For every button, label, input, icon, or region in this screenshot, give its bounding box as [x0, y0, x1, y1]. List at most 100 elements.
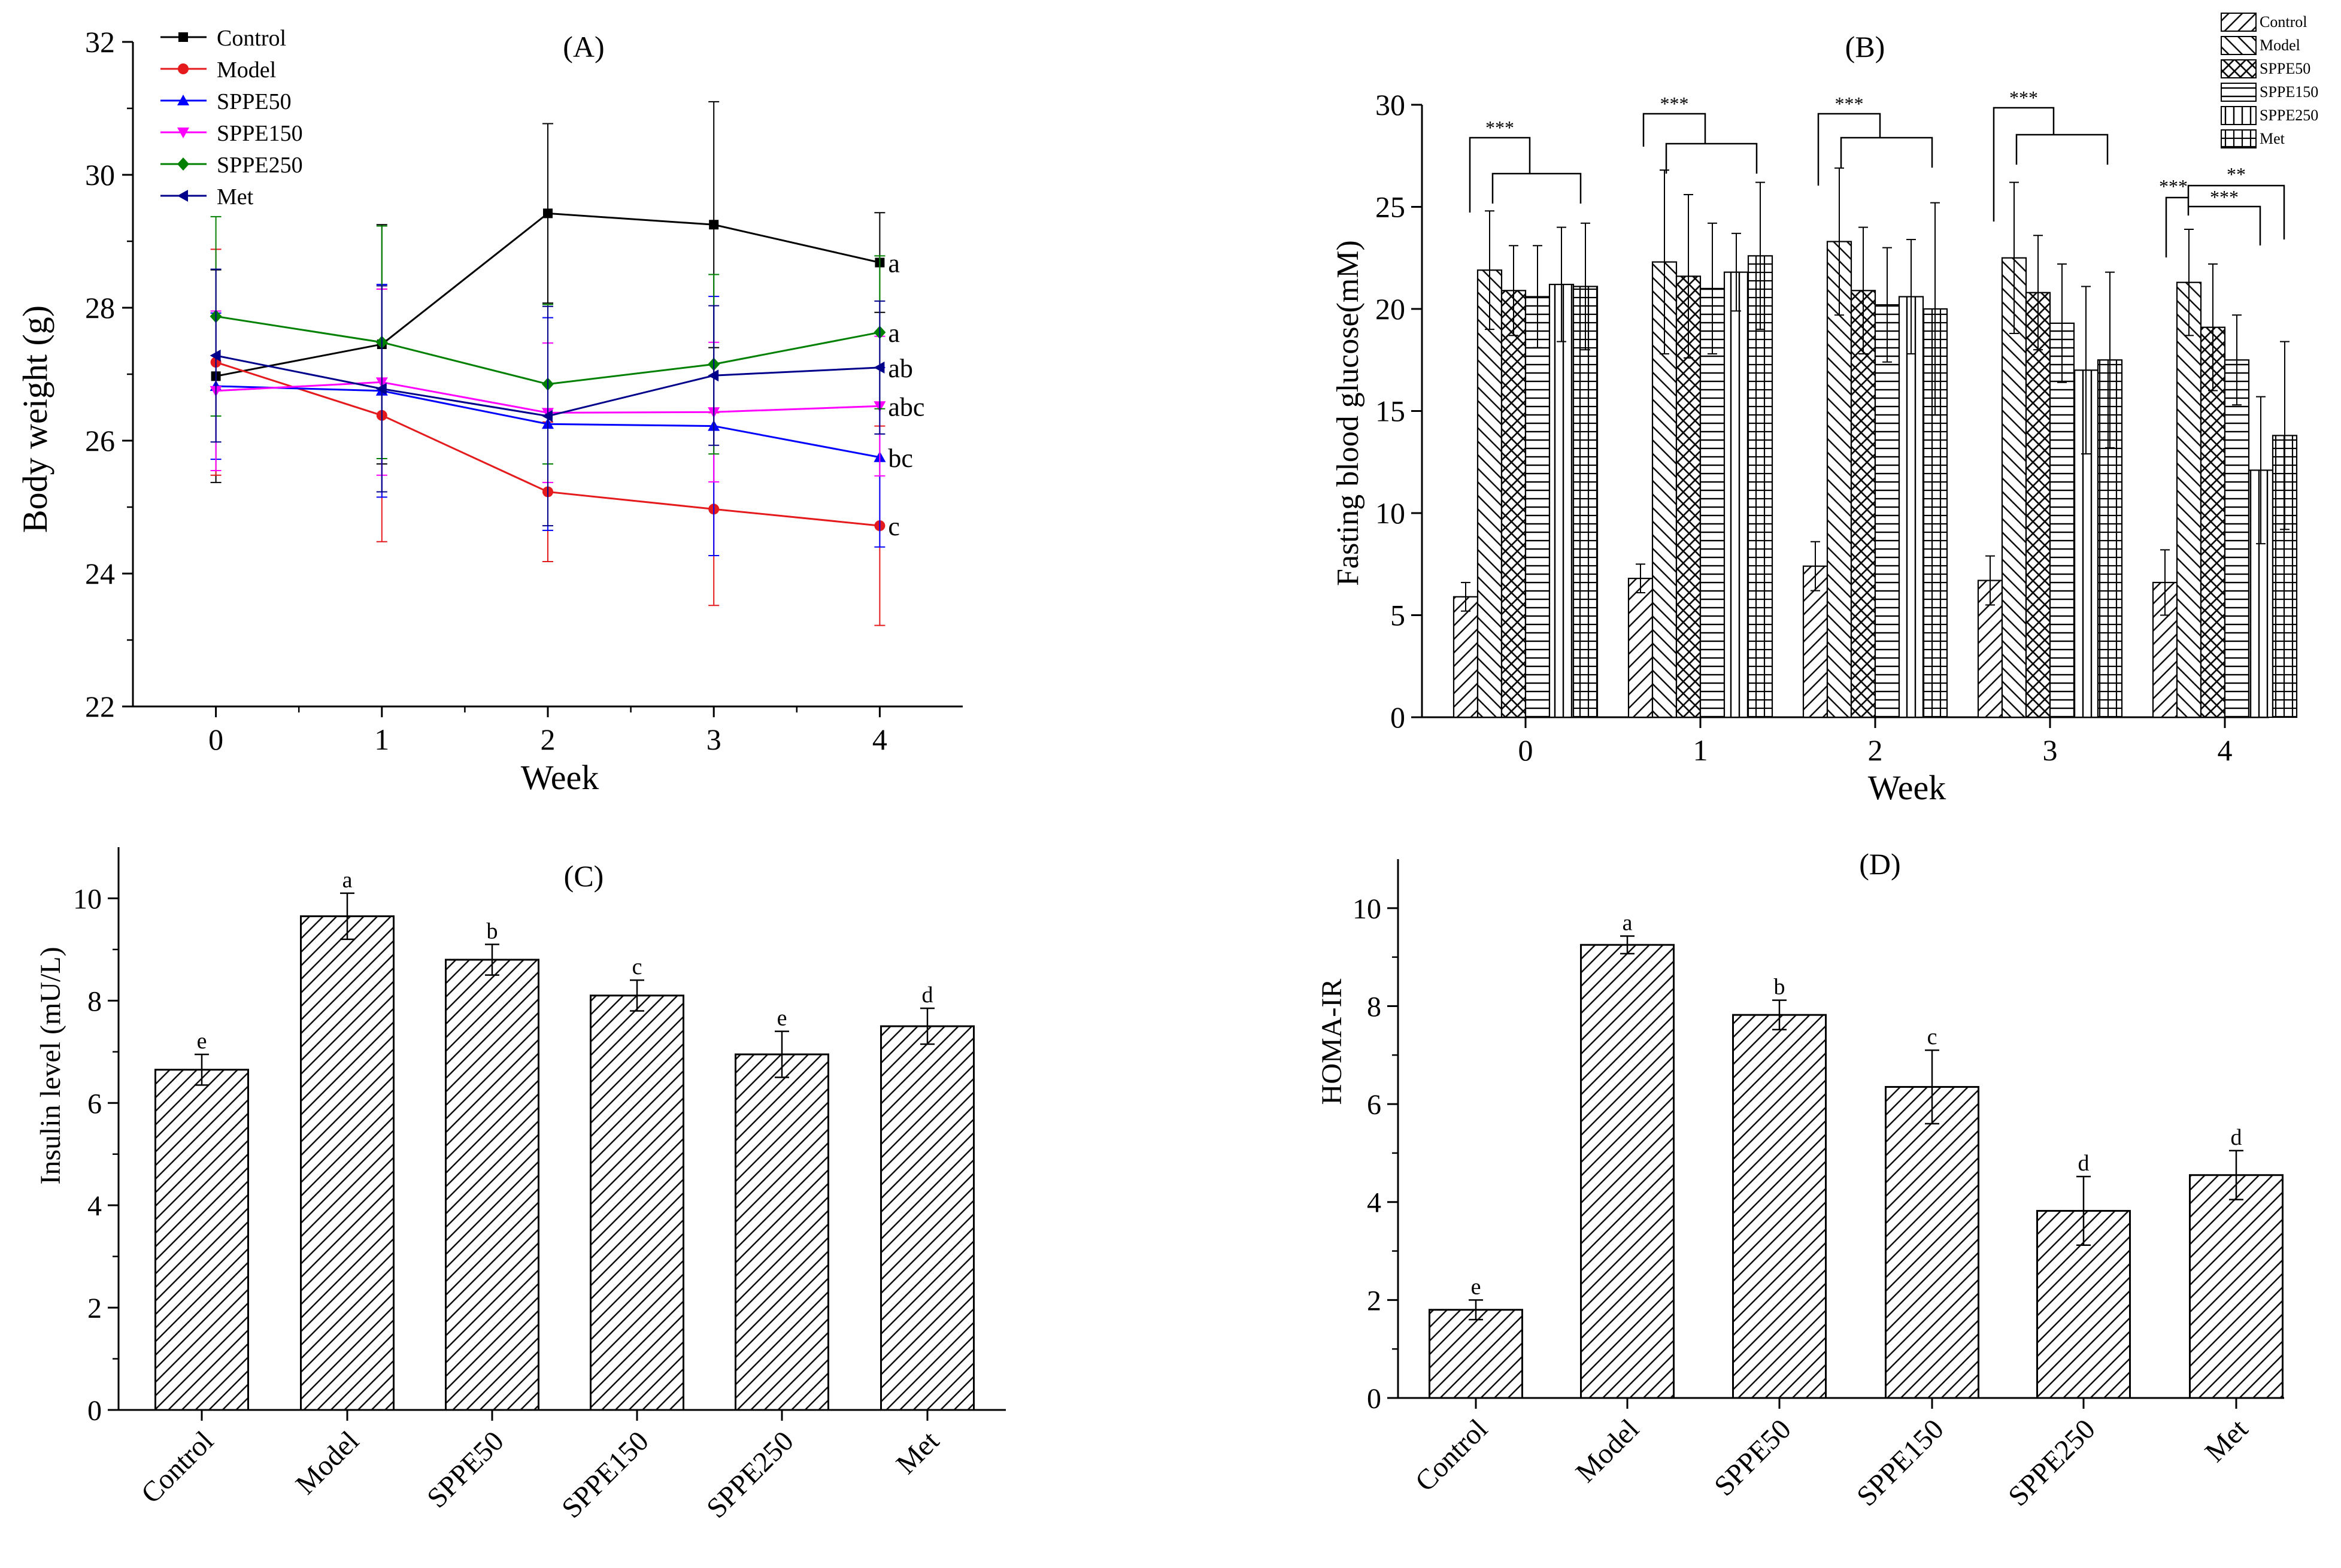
panel-d-ylabel: HOMA-IR	[1316, 979, 1348, 1105]
bracket	[1491, 172, 1582, 204]
bar-model	[1826, 241, 1852, 718]
y-tick-label: 10	[1375, 496, 1405, 530]
bar-control	[1627, 578, 1654, 718]
significance-mark: ***	[2210, 186, 2239, 208]
legend: Control Model SPPE50 SPPE150 SPPE250 Met	[160, 26, 303, 210]
significance-label: ab	[888, 354, 913, 383]
y-tick-label: 4	[87, 1190, 102, 1222]
legend-marker	[178, 63, 189, 74]
bracket	[1642, 113, 1706, 147]
legend-label: SPPE150	[2260, 83, 2318, 101]
bar-model	[2001, 257, 2027, 718]
y-tick-label: 15	[1375, 395, 1405, 428]
y-tick-label: 28	[85, 291, 115, 324]
series-control: a	[210, 101, 900, 483]
x-tick-label: Control	[135, 1425, 220, 1509]
y-tick-label: 20	[1375, 292, 1405, 326]
x-tick-label: SPPE50	[421, 1425, 510, 1514]
x-tick-label: SPPE50	[1708, 1413, 1797, 1502]
legend-label: SPPE50	[2260, 60, 2310, 77]
significance-label: e	[1471, 1274, 1481, 1299]
y-tick-label: 4	[1367, 1187, 1381, 1219]
bar-met	[880, 1025, 975, 1411]
y-tick-label: 6	[87, 1088, 102, 1120]
x-tick-label: 1	[374, 723, 389, 756]
y-tick-label: 0	[87, 1395, 102, 1427]
data-point	[210, 349, 221, 362]
significance-label: d	[2231, 1125, 2242, 1150]
significance-label: c	[888, 512, 900, 541]
y-tick-label: 5	[1390, 599, 1405, 632]
panel-d-title: (D)	[1859, 847, 1900, 881]
legend-label: SPPE50	[217, 89, 292, 114]
legend-label: Control	[217, 26, 286, 51]
y-tick-label: 25	[1375, 190, 1405, 224]
bar-sppe150	[2224, 359, 2250, 718]
y-tick-label: 2	[1367, 1285, 1381, 1317]
series-model: c	[210, 248, 900, 626]
legend-marker	[177, 157, 189, 171]
bar-sppe50	[2025, 292, 2051, 718]
significance-label: a	[888, 249, 900, 278]
bar-control	[1452, 596, 1479, 718]
bar-sppe50	[1850, 290, 1876, 718]
y-tick-label: 10	[1353, 893, 1381, 925]
significance-label: e	[777, 1006, 787, 1031]
significance-label: c	[1927, 1024, 1937, 1050]
legend-swatch	[2221, 129, 2257, 148]
panel-c-ylabel: Insulin level (mU/L)	[35, 947, 66, 1184]
significance-mark: **	[2227, 163, 2246, 185]
y-tick-label: 30	[85, 158, 115, 192]
significance-label: d	[922, 982, 933, 1008]
bar-sppe150	[590, 994, 684, 1411]
bar-control	[1802, 565, 1828, 718]
panel-a-title: (A)	[563, 30, 604, 63]
bar-sppe150	[1885, 1085, 1979, 1399]
y-tick-label: 24	[85, 557, 115, 590]
significance-label: d	[2078, 1151, 2090, 1176]
bracket	[2165, 196, 2190, 257]
x-tick-label: Met	[890, 1425, 946, 1481]
x-tick-label: SPPE250	[2002, 1413, 2102, 1512]
data-point	[874, 361, 885, 374]
y-tick-label: 30	[1375, 88, 1405, 122]
panel-c-bar-chart: 0 2 4 6 8 10 e Control a Model b SPPE50 c SPPE150 e SPP…	[73, 847, 1006, 1524]
bar-control	[1429, 1309, 1523, 1399]
panel-b-xlabel: Week	[1868, 768, 1946, 807]
bar-model	[1476, 269, 1503, 718]
bracket	[1817, 113, 1881, 186]
bar-met	[2189, 1174, 2284, 1399]
x-tick-label: 4	[872, 723, 887, 756]
legend-label: SPPE250	[2260, 107, 2318, 124]
significance-mark: ***	[2159, 175, 2188, 197]
bar-sppe150	[1874, 304, 1900, 718]
x-tick-label: 1	[1693, 733, 1708, 767]
data-point	[542, 410, 553, 422]
significance-mark: ***	[1835, 93, 1864, 114]
bar-sppe50	[445, 959, 539, 1411]
bar-sppe50	[1500, 290, 1527, 718]
bar-sppe250	[1723, 271, 1749, 718]
bracket	[1840, 137, 1933, 168]
significance-label: a	[1623, 910, 1633, 935]
significance-label: b	[487, 918, 498, 944]
significance-label: c	[632, 954, 642, 979]
legend-label: Met	[2260, 130, 2285, 147]
panel-c-title: (C)	[564, 859, 604, 893]
x-tick-label: Model	[290, 1425, 365, 1500]
legend-label: Model	[2260, 37, 2300, 54]
x-tick-label: SPPE150	[1851, 1413, 1950, 1512]
legend-marker	[178, 32, 188, 42]
significance-label: a	[888, 319, 900, 348]
x-tick-label: 4	[2218, 733, 2233, 767]
bracket	[1469, 137, 1531, 213]
bar-met	[1572, 286, 1599, 718]
x-tick-label: SPPE250	[701, 1425, 800, 1524]
y-tick-label: 2	[87, 1293, 102, 1324]
y-tick-label: 32	[85, 25, 115, 59]
x-tick-label: 2	[1868, 733, 1883, 767]
panel-a-xlabel: Week	[521, 758, 599, 797]
series-met: ab	[210, 268, 913, 527]
